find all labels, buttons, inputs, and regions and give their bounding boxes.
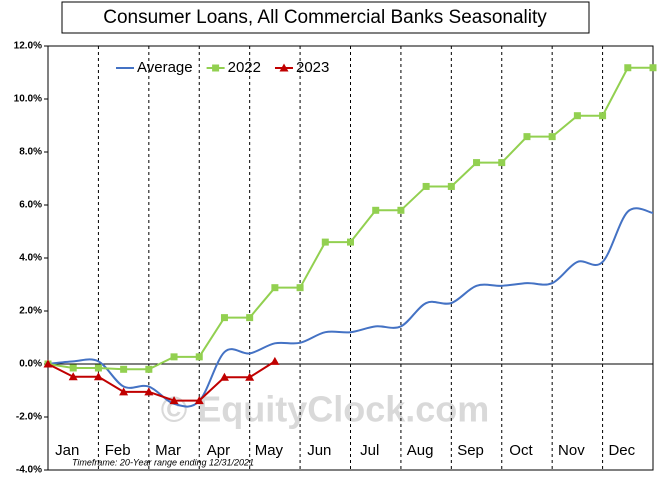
x-tick-label: Feb — [105, 442, 131, 459]
x-tick-label: Apr — [207, 442, 230, 459]
legend-label: Average — [137, 59, 193, 76]
marker — [69, 364, 77, 372]
marker — [245, 372, 255, 381]
marker — [649, 64, 657, 72]
x-tick-label: Oct — [509, 442, 533, 459]
x-tick-label: Mar — [155, 442, 181, 459]
marker — [422, 182, 430, 190]
marker — [279, 63, 289, 72]
y-tick-label: 0.0% — [19, 359, 42, 370]
marker — [397, 206, 405, 214]
x-tick-label: Jun — [307, 442, 331, 459]
marker — [599, 112, 607, 120]
watermark: © EquityClock.com — [161, 389, 490, 430]
marker — [170, 353, 178, 361]
marker — [194, 396, 204, 405]
marker — [347, 238, 354, 246]
marker — [498, 159, 506, 167]
marker — [144, 387, 154, 396]
legend-label: 2022 — [228, 59, 261, 76]
marker — [270, 356, 280, 365]
marker — [212, 64, 220, 72]
x-tick-label: Jul — [360, 442, 379, 459]
y-tick-label: -4.0% — [16, 465, 42, 476]
x-tick-label: May — [255, 442, 284, 459]
y-tick-label: 8.0% — [19, 147, 42, 158]
marker — [548, 133, 556, 141]
x-tick-label: Sep — [457, 442, 484, 459]
y-tick-label: 10.0% — [14, 94, 42, 105]
marker — [43, 359, 53, 368]
y-tick-label: 2.0% — [19, 306, 42, 317]
y-tick-label: 12.0% — [14, 41, 42, 52]
marker — [372, 206, 380, 214]
marker — [523, 133, 531, 141]
legend: Average 2022 2023 — [116, 59, 329, 76]
marker — [296, 284, 304, 292]
marker — [94, 364, 102, 372]
series-line — [47, 360, 276, 402]
marker — [119, 387, 129, 396]
marker — [246, 314, 254, 322]
marker — [220, 314, 228, 322]
x-tick-label: Jan — [55, 442, 79, 459]
y-tick-label: -2.0% — [16, 412, 42, 423]
marker — [93, 372, 103, 381]
y-tick-label: 6.0% — [19, 200, 42, 211]
x-tick-label: Dec — [608, 442, 635, 459]
x-tick-label: Nov — [558, 442, 585, 459]
marker — [195, 353, 203, 361]
marker — [120, 365, 128, 373]
marker — [271, 284, 279, 292]
title-box — [61, 1, 590, 34]
marker — [68, 372, 78, 381]
marker — [169, 396, 179, 405]
chart-title: Consumer Loans, All Commercial Banks Sea… — [103, 7, 547, 28]
marker — [573, 112, 581, 120]
marker — [473, 159, 481, 167]
x-tick-label: Aug — [407, 442, 434, 459]
legend-label: 2023 — [296, 59, 329, 76]
y-tick-label: 4.0% — [19, 253, 42, 264]
footnote: Timeframe: 20-Year range ending 12/31/20… — [72, 457, 254, 467]
marker — [624, 64, 632, 72]
series-line — [47, 207, 654, 408]
marker — [219, 372, 229, 381]
marker — [447, 182, 455, 190]
marker — [145, 365, 153, 373]
marker — [321, 238, 329, 246]
